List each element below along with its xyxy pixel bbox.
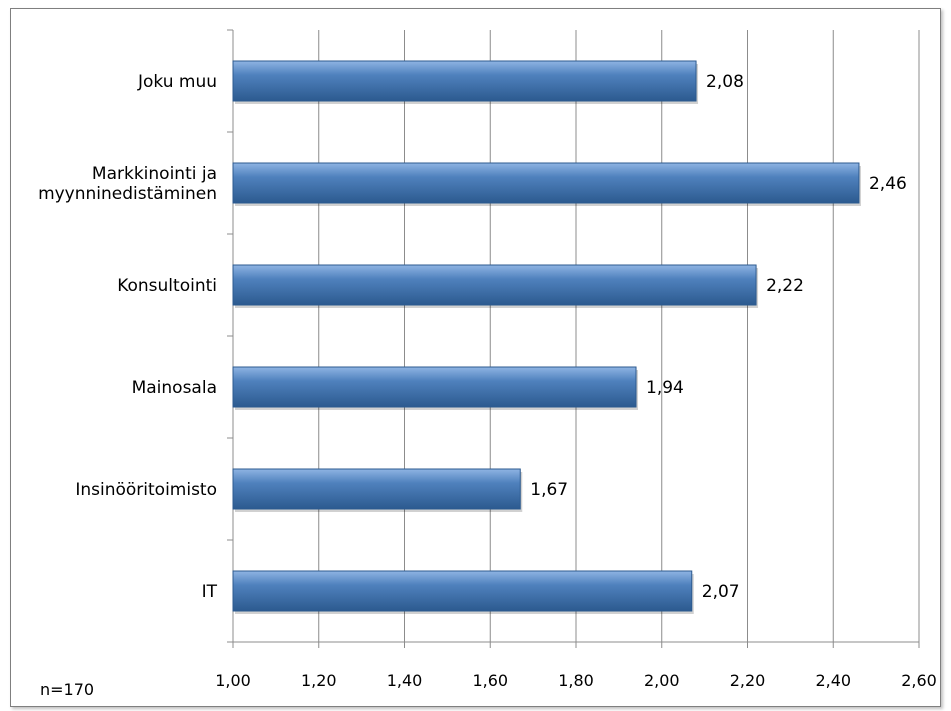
- bar: [232, 162, 860, 204]
- x-tick-label: 1,20: [301, 671, 337, 690]
- category-label: Joku muu: [137, 72, 217, 92]
- x-tick-label: 2,20: [730, 671, 766, 690]
- x-tick-label: 1,40: [387, 671, 423, 690]
- data-label: 2,46: [869, 174, 907, 194]
- x-tick-label: 2,60: [901, 671, 937, 690]
- bar: [232, 264, 757, 306]
- bar: [232, 468, 521, 510]
- category-label: Konsultointi: [117, 276, 217, 296]
- x-tick-label: 1,60: [472, 671, 508, 690]
- x-tick-label: 2,00: [644, 671, 680, 690]
- data-label: 2,22: [766, 276, 804, 296]
- category-label: Markkinointi ja myynninedistäminen: [38, 164, 217, 204]
- bar: [232, 570, 693, 612]
- data-label: 2,07: [702, 582, 740, 602]
- bars: [232, 60, 861, 614]
- category-label: Mainosala: [132, 378, 217, 398]
- data-label: 2,08: [706, 72, 744, 92]
- category-label: Insinööritoimisto: [75, 480, 217, 500]
- x-tick-label: 2,40: [815, 671, 851, 690]
- x-tick-label: 1,00: [215, 671, 251, 690]
- category-label: IT: [202, 582, 218, 602]
- bar: [232, 60, 697, 102]
- data-label: 1,67: [530, 480, 568, 500]
- sample-size-note: n=170: [40, 680, 94, 699]
- labels: 1,00 1,20 1,40 1,60 1,80 2,00 2,20 2,40 2,60 Joku…: [38, 72, 937, 690]
- bar: [232, 366, 637, 408]
- axes: [227, 29, 920, 648]
- x-tick-label: 1,80: [558, 671, 594, 690]
- data-label: 1,94: [646, 378, 684, 398]
- gridlines: [318, 30, 920, 642]
